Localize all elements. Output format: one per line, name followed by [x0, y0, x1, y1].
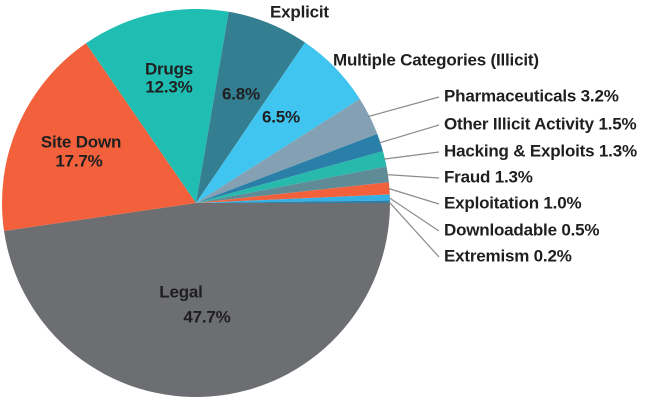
callout-pct: 1.5%	[598, 114, 637, 134]
callout-name: Hacking & Exploits	[444, 141, 595, 161]
slice-pct-explicit: 6.8%	[222, 84, 260, 104]
callout-label-downloadable: Downloadable 0.5%	[444, 220, 600, 241]
pie-slice-exploitation	[196, 182, 390, 203]
slice-label-drugs: Drugs	[144, 59, 194, 79]
callout-label-other-illicit-activity: Other Illicit Activity 1.5%	[444, 114, 637, 135]
callout-pct: 0.5%	[561, 220, 600, 240]
pie-slice-explicit	[196, 11, 306, 204]
pie-slice-site-down	[1, 43, 196, 231]
callout-pct: 1.3%	[598, 141, 637, 161]
pie-slice-pharmaceuticals	[196, 99, 378, 203]
callout-line-hacking-exploits	[383, 151, 440, 160]
pie-slice-other-illicit-activity	[196, 133, 383, 203]
slice-pct-drugs: 12.3%	[145, 77, 193, 97]
pie-slice-multiple-categories-illicit	[196, 42, 360, 203]
pie-slice-fraud	[196, 166, 389, 203]
callout-name: Other Illicit Activity	[444, 114, 594, 134]
callout-label-extremism: Extremism 0.2%	[444, 246, 572, 267]
callout-line-fraud	[386, 174, 440, 179]
pie-slice-downloadable	[196, 194, 390, 203]
callout-label-fraud: Fraud 1.3%	[444, 167, 533, 188]
slice-label-legal: Legal	[159, 282, 203, 302]
callout-label-pharmaceuticals: Pharmaceuticals 3.2%	[444, 86, 619, 107]
slice-pct-site-down: 17.7%	[55, 151, 103, 171]
callout-line-pharmaceuticals	[368, 96, 440, 118]
slice-pct-multiple-categories: 6.5%	[262, 107, 300, 127]
slice-label-site-down: Site Down	[40, 132, 122, 152]
slice-pct-legal: 47.7%	[183, 307, 231, 327]
callout-label-exploitation: Exploitation 1.0%	[444, 193, 582, 214]
callout-line-downloadable	[388, 197, 440, 232]
pie-slice-drugs	[85, 8, 229, 203]
callout-label-hacking-exploits: Hacking & Exploits 1.3%	[444, 141, 637, 162]
slice-label-multiple-categories: Multiple Categories (Illicit)	[333, 50, 539, 70]
pie-slice-extremism	[196, 200, 390, 203]
callout-name: Extremism	[444, 246, 530, 266]
callout-lines	[368, 96, 440, 258]
callout-pct: 1.0%	[543, 193, 582, 213]
pie-slices	[1, 8, 391, 398]
callout-name: Downloadable	[444, 220, 557, 240]
slice-label-explicit: Explicit	[270, 2, 329, 22]
pie-slice-legal	[4, 203, 391, 398]
callout-name: Exploitation	[444, 193, 539, 213]
callout-line-exploitation	[388, 187, 440, 205]
callout-line-extremism	[388, 201, 440, 258]
callout-pct: 3.2%	[580, 86, 619, 106]
callout-pct: 0.2%	[533, 246, 572, 266]
callout-line-other-illicit-activity	[379, 124, 440, 144]
callout-pct: 1.3%	[494, 167, 533, 187]
callout-name: Fraud	[444, 167, 491, 187]
pie-slice-hacking-exploits	[196, 151, 387, 203]
callout-name: Pharmaceuticals	[444, 86, 577, 106]
